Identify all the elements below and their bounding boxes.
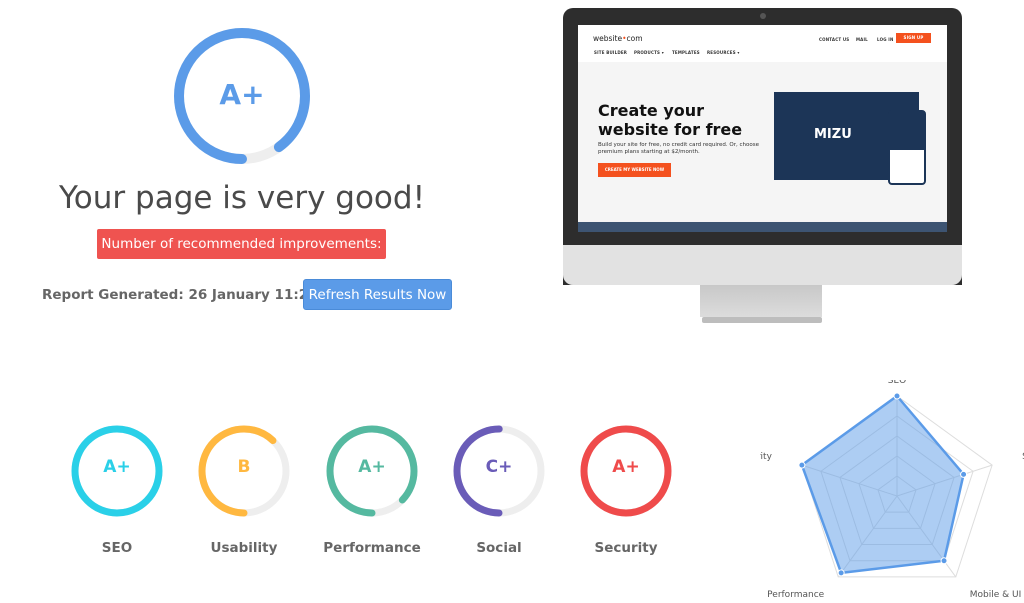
radar-series-area [800,394,965,575]
category-grade: B [237,457,251,477]
category-ring-security[interactable]: A+ [578,423,674,519]
monitor-base [702,317,822,323]
category-ring-social[interactable]: C+ [451,423,547,519]
radar-chart: SEO Social Mobile & UI Performance Security [760,380,1024,600]
preview-hero-title: Create your website for free [598,101,743,139]
monitor-chin [563,245,962,285]
report-generated: Report Generated: 26 January 11:27PM [42,287,341,303]
preview-phone [888,110,926,185]
headline: Your page is very good! [58,180,425,216]
category-label: SEO [101,540,133,556]
category-grade: A+ [103,457,131,477]
refresh-results-button[interactable]: Refresh Results Now [303,279,452,310]
preview-mock-title: MIZU [814,127,852,142]
radar-axis-label: Security [760,452,773,462]
radar-axis-label: Social [1022,452,1024,462]
preview-login-link: LOG IN [877,37,894,42]
preview-nav: website•com CONTACT US MAIL LOG IN SIGN … [578,25,947,62]
category-arc [580,425,672,517]
preview-menu-item: SITE BUILDER [594,50,628,55]
category-ring-seo[interactable]: A+ [69,423,165,519]
preview-mail-link: MAIL [856,37,868,42]
preview-signup-button: SIGN UP [896,33,931,43]
overall-score-arc [174,28,310,164]
radar-data-point [940,557,948,565]
category-arc [326,425,418,517]
overall-grade: A+ [219,78,265,111]
preview-logo: website•com [593,34,643,43]
category-label: Performance [323,540,421,556]
radar-data-point [837,569,845,577]
category-grade: C+ [485,457,513,477]
category-arc [198,425,290,517]
radar-data-point [960,470,968,478]
preview-cta-button: CREATE MY WEBSITE NOW [598,163,671,177]
monitor-stand [700,285,822,317]
category-ring-performance[interactable]: A+ [324,423,420,519]
camera-icon [760,13,766,19]
category-grade: A+ [358,457,386,477]
preview-footer-bar [578,222,947,232]
category-label: Security [594,540,658,556]
radar-data-point [798,461,806,469]
radar-data-point [893,392,901,400]
improvements-badge[interactable]: Number of recommended improvements: 7 [97,229,386,282]
page-preview: website•com CONTACT US MAIL LOG IN SIGN … [578,25,947,232]
radar-axis-label: Performance [767,590,824,600]
preview-menu-item: TEMPLATES [672,50,700,55]
preview-contact-link: CONTACT US [819,37,850,42]
category-label: Usability [210,540,278,556]
category-arc [453,425,545,517]
category-grade: A+ [612,457,640,477]
category-arc [71,425,163,517]
preview-menu-item: RESOURCES ▾ [707,50,740,55]
preview-hero-text: Build your site for free, no credit card… [598,142,759,155]
radar-axis-label: Mobile & UI [970,590,1022,600]
radar-axis-label: SEO [888,380,906,386]
preview-menu-item: PRODUCTS ▾ [634,50,664,55]
overall-score-ring: A+ [172,26,312,166]
category-label: Social [476,540,522,556]
category-ring-usability[interactable]: B [196,423,292,519]
